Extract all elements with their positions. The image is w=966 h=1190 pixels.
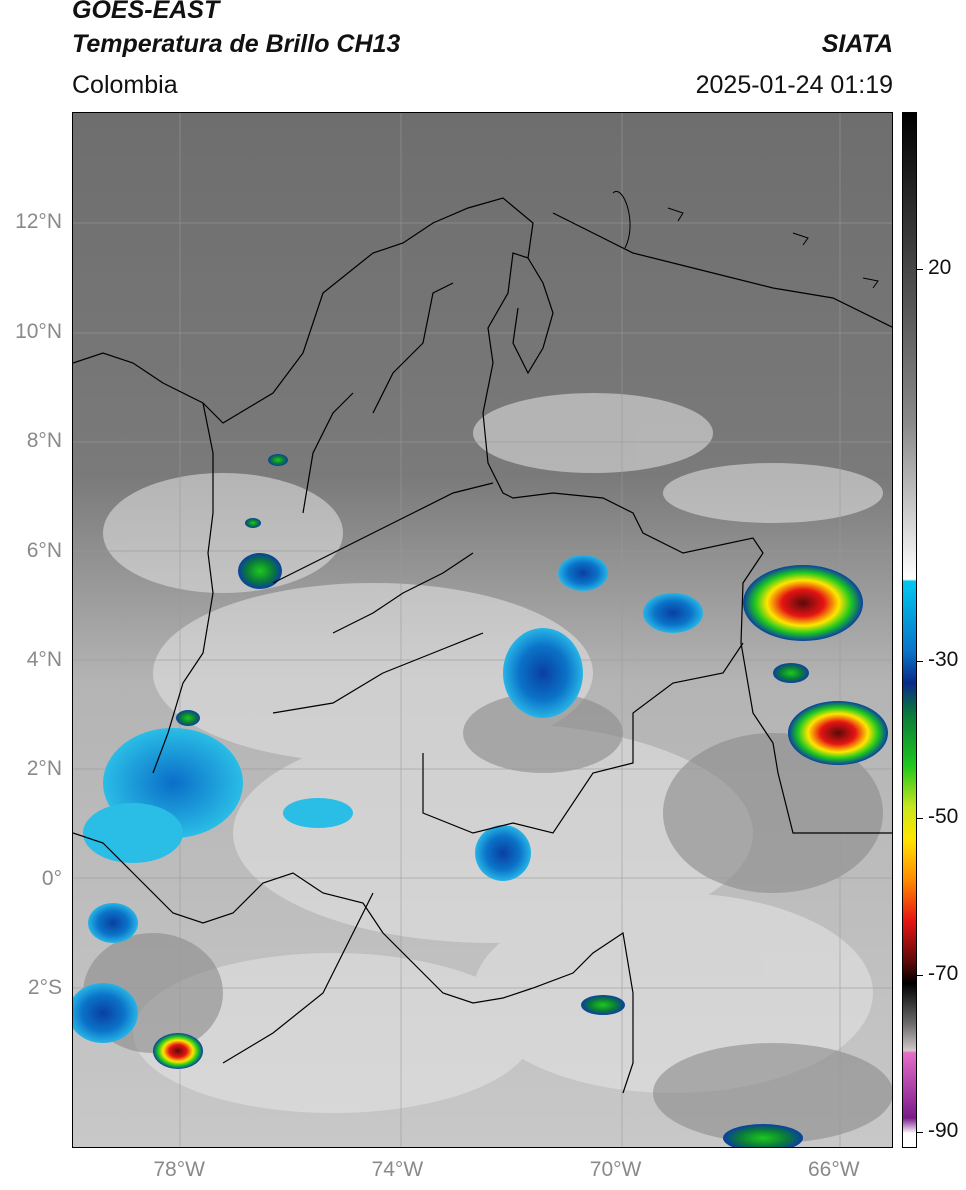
latitude-label: 2°N [26,757,62,781]
latitude-label: 0° [41,866,62,890]
satellite-map [72,112,893,1148]
latitude-label: 2°S [27,976,62,1000]
longitude-label: 70°W [589,1158,642,1181]
cloud-dark-patches [83,693,892,1143]
satellite-title: GOES-EAST [72,0,220,24]
coastline-islands [612,190,879,289]
latitude-label: 12°N [15,210,62,234]
colorbar-label: -50 [928,805,959,829]
colorbar-label: -70 [928,962,959,986]
region-label: Colombia [72,71,178,99]
graticule [73,113,892,1147]
colorbar-tick [917,975,923,977]
colorbar-label: -90 [928,1119,959,1143]
colorbar-tick [917,661,923,663]
colorbar-tick [917,818,923,820]
colorbar-tick [917,1132,923,1134]
map-canvas [73,113,892,1147]
colorbar-label: -30 [928,648,959,672]
colorbar [902,112,917,1148]
datetime-label: 2025-01-24 01:19 [695,71,893,99]
country-borders [73,197,892,1094]
latitude-label: 10°N [15,319,62,343]
latitude-label: 8°N [26,429,62,453]
longitude-label: 74°W [371,1158,424,1181]
convective-cells [73,454,888,1147]
latitude-label: 6°N [26,538,62,562]
longitude-label: 66°W [807,1158,860,1181]
latitude-label: 4°N [26,648,62,672]
colorbar-label: 20 [928,255,952,279]
product-title: Temperatura de Brillo CH13 [72,30,401,58]
colorbar-tick [917,268,923,270]
longitude-label: 78°W [153,1158,205,1181]
agency-label: SIATA [821,30,893,58]
colorbar-gradient [903,113,916,1147]
